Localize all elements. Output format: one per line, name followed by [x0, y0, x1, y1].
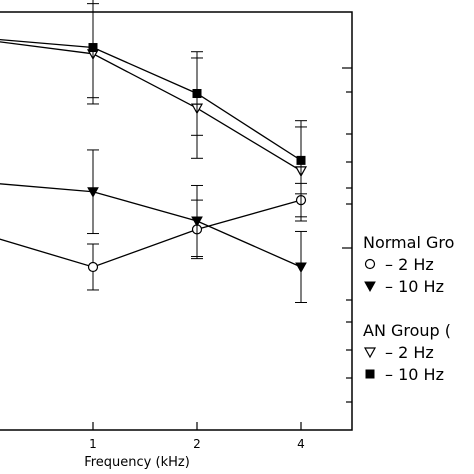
data-point — [87, 261, 99, 273]
series-line — [0, 183, 302, 268]
x-axis-ticks: 1 2 4 — [89, 422, 305, 451]
x-tick-label: 4 — [297, 437, 305, 451]
legend-marker — [364, 281, 376, 293]
data-point — [296, 155, 306, 165]
data-point — [88, 43, 98, 53]
legend-marker — [363, 347, 377, 359]
plot-border — [0, 11, 353, 431]
data-point — [295, 262, 307, 274]
legend-group-title: Normal Gro — [363, 233, 454, 252]
series-layer — [0, 0, 308, 304]
plot-frame — [0, 11, 353, 431]
data-point — [192, 89, 202, 99]
legend-item-label: – 10 Hz — [385, 277, 444, 296]
series — [0, 149, 307, 304]
series — [0, 182, 307, 291]
legend-item-label: – 10 Hz — [385, 365, 444, 384]
legend-marker — [365, 369, 375, 379]
data-point — [87, 187, 99, 198]
series-line — [0, 199, 302, 268]
x-axis-label: Frequency (kHz) — [84, 455, 190, 470]
legend-group-title: AN Group ( — [363, 321, 451, 340]
legend-item-label: – 2 Hz — [385, 343, 434, 362]
x-tick-label: 1 — [89, 437, 97, 451]
legend-item-label: – 2 Hz — [385, 255, 434, 274]
series-line — [0, 41, 302, 172]
data-point — [191, 216, 203, 228]
x-tick-label: 2 — [193, 437, 201, 451]
series — [0, 3, 308, 222]
series-line — [0, 38, 302, 161]
legend: Normal Gro – 2 Hz – 10 Hz AN Group ( – 2 Hz –… — [363, 233, 454, 384]
legend-marker — [364, 258, 376, 270]
series — [0, 0, 307, 195]
